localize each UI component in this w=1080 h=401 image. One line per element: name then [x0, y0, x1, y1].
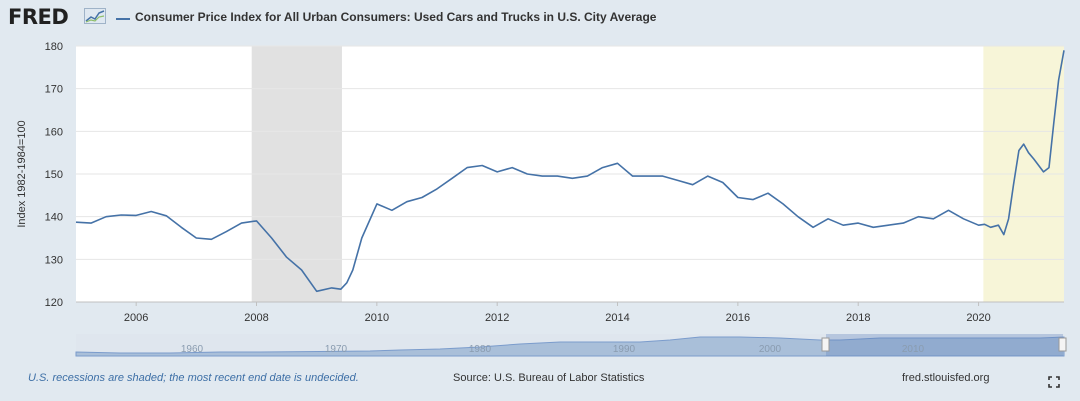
source-text: Source: U.S. Bureau of Labor Statistics	[453, 372, 645, 384]
navigator-label: 1970	[325, 344, 348, 355]
fred-logo-graph-icon	[84, 8, 106, 24]
site-link[interactable]: fred.stlouisfed.org	[902, 372, 990, 384]
y-tick-label: 180	[45, 41, 63, 53]
navigator-label: 1980	[469, 344, 492, 355]
y-axis-label: Index 1982-1984=100	[16, 120, 28, 227]
navigator-label: 2010	[902, 344, 925, 355]
recession-note: U.S. recessions are shaded; the most rec…	[28, 372, 359, 384]
navigator-label: 1990	[613, 344, 636, 355]
x-tick-label: 2020	[966, 312, 990, 324]
y-tick-label: 150	[45, 169, 63, 181]
x-tick-label: 2006	[124, 312, 148, 324]
x-tick-label: 2014	[605, 312, 629, 324]
y-tick-label: 160	[45, 126, 63, 138]
y-tick-label: 120	[45, 297, 63, 309]
y-tick-label: 170	[45, 84, 63, 96]
navigator-left-handle[interactable]	[821, 337, 830, 352]
navigator-right-handle[interactable]	[1058, 337, 1067, 352]
x-tick-label: 2010	[365, 312, 389, 324]
fred-logo[interactable]: FRED	[8, 5, 69, 29]
y-tick-label: 130	[45, 254, 63, 266]
x-tick-label: 2018	[846, 312, 870, 324]
navigator-label: 1960	[181, 344, 204, 355]
series-line[interactable]	[75, 50, 1065, 293]
x-tick-label: 2008	[244, 312, 268, 324]
navigator-area	[75, 336, 1065, 357]
navigator-label: 2000	[759, 344, 782, 355]
x-tick-label: 2016	[726, 312, 750, 324]
line-chart: 120 130 140 150 160 170 180 2006 2008 2010 2012 20…	[16, 41, 1067, 357]
chart-footer: U.S. recessions are shaded; the most rec…	[0, 366, 1080, 401]
legend-series-swatch	[116, 18, 130, 20]
navigator-selection[interactable]	[826, 334, 1063, 356]
chart-header: FRED Consumer Price Index for All Urban …	[0, 0, 1080, 38]
y-tick-label: 140	[45, 212, 63, 224]
range-navigator[interactable]: 1960 1970 1980 1990 2000 2010	[75, 334, 1067, 357]
legend-series-label[interactable]: Consumer Price Index for All Urban Consu…	[135, 10, 657, 24]
fullscreen-icon[interactable]	[1048, 376, 1060, 388]
x-tick-label: 2012	[485, 312, 509, 324]
